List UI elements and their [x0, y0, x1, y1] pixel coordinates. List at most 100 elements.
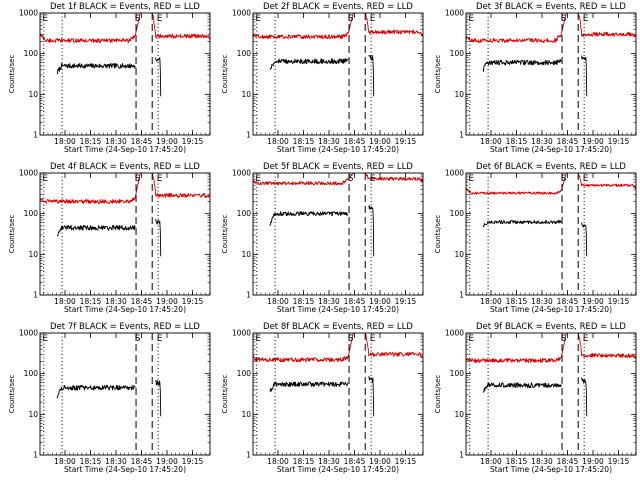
y-tick-label: 1000	[445, 329, 464, 338]
y-tick-label: 1	[459, 131, 464, 140]
x-tick-label: 18:30	[318, 457, 340, 466]
y-tick-label: 1	[33, 131, 38, 140]
marker-flag-label: E	[255, 174, 261, 184]
plot-area	[56, 379, 162, 417]
plot-frame	[465, 172, 637, 296]
x-tick-label: 18:00	[267, 137, 289, 146]
y-tick-label: 100	[24, 49, 39, 58]
plot-frame	[252, 332, 424, 456]
x-tick-label: 18:45	[344, 137, 366, 146]
x-tick-label: 18:15	[80, 297, 102, 306]
marker-flag-label: E	[157, 334, 163, 344]
x-axis-label: Start Time (24-Sep-10 17:45:20)	[64, 305, 186, 314]
series-events-line	[56, 224, 136, 237]
y-tick-label: 100	[450, 369, 465, 378]
y-tick-label: 1000	[19, 9, 38, 18]
y-axis-label: Counts/sec	[434, 215, 442, 254]
plot-frame	[465, 332, 637, 456]
y-tick-label: 1	[459, 451, 464, 460]
marker-flag-label: S	[348, 174, 354, 184]
x-tick-label: 18:15	[506, 457, 528, 466]
marker-flag-label: E	[157, 174, 163, 184]
x-tick-label: 18:45	[557, 297, 579, 306]
chart-panel-6: Det 6f BLACK = Events, RED = LLD 1 10 100 10…	[434, 162, 637, 314]
x-tick-label: 18:00	[480, 297, 502, 306]
x-tick-label: 18:30	[318, 137, 340, 146]
marker-flag-label: S	[135, 14, 141, 24]
series-lld-line	[560, 333, 567, 358]
series-lld-line	[577, 333, 636, 359]
x-tick-label: 19:00	[582, 297, 604, 306]
series-lld-line	[40, 33, 136, 44]
x-axis-label: Start Time (24-Sep-10 17:45:20)	[277, 145, 399, 154]
x-tick-label: 19:00	[156, 137, 178, 146]
series-events-line	[56, 63, 136, 75]
y-tick-label: 100	[237, 49, 252, 58]
marker-flag-label: E	[583, 14, 589, 24]
marker-flag-label: S	[561, 174, 567, 184]
y-tick-label: 100	[237, 369, 252, 378]
x-axis-label: Start Time (24-Sep-10 17:45:20)	[64, 145, 186, 154]
panel-title: Det 8f BLACK = Events, RED = LLD	[263, 322, 413, 332]
x-tick-label: 19:15	[395, 297, 417, 306]
marker-flag-label: E	[157, 14, 163, 24]
series-events-line	[155, 379, 162, 417]
y-tick-label: 10	[454, 90, 464, 99]
y-tick-label: 10	[241, 250, 251, 259]
marker-flag-label: S	[348, 14, 354, 24]
y-tick-label: 1000	[19, 329, 38, 338]
x-axis-label: Start Time (24-Sep-10 17:45:20)	[490, 305, 612, 314]
y-tick-label: 10	[454, 250, 464, 259]
x-tick-label: 19:15	[182, 137, 204, 146]
marker-flag-label: S	[561, 334, 567, 344]
plot-area	[253, 333, 423, 417]
series-events-line	[155, 218, 162, 257]
x-tick-label: 18:15	[506, 297, 528, 306]
y-axis-label: Counts/sec	[221, 375, 229, 414]
y-tick-label: 10	[241, 410, 251, 419]
marker-flag-label: E	[370, 174, 376, 184]
marker-flag-label: E	[583, 334, 589, 344]
x-tick-label: 18:00	[480, 457, 502, 466]
x-tick-label: 18:30	[531, 457, 553, 466]
marker-flag-label: E	[468, 334, 474, 344]
series-events-line	[368, 205, 375, 257]
x-tick-label: 18:30	[318, 297, 340, 306]
plot-area	[253, 13, 423, 97]
x-tick-label: 18:15	[80, 137, 102, 146]
x-tick-label: 18:45	[557, 457, 579, 466]
plot-frame	[39, 332, 211, 456]
y-tick-label: 1	[33, 451, 38, 460]
x-tick-label: 19:00	[582, 457, 604, 466]
plot-area	[466, 13, 636, 97]
series-lld-line	[577, 173, 636, 190]
y-axis-label: Counts/sec	[221, 55, 229, 94]
y-axis-label: Counts/sec	[221, 215, 229, 254]
x-tick-label: 18:15	[80, 457, 102, 466]
series-events-line	[56, 384, 136, 399]
x-tick-label: 18:30	[105, 457, 127, 466]
marker-flag-label: E	[255, 334, 261, 344]
x-tick-label: 18:00	[54, 457, 76, 466]
y-tick-label: 1000	[232, 329, 251, 338]
series-lld-line	[365, 173, 423, 183]
series-events-line	[269, 381, 349, 393]
plot-frame	[39, 172, 211, 296]
x-tick-label: 19:00	[156, 297, 178, 306]
series-lld-line	[151, 13, 210, 40]
series-lld-line	[577, 13, 636, 38]
x-tick-label: 18:45	[344, 297, 366, 306]
plot-frame	[252, 172, 424, 296]
plot-frame	[39, 12, 211, 136]
y-tick-label: 10	[454, 410, 464, 419]
y-tick-label: 100	[450, 209, 465, 218]
marker-flag-label: S	[348, 334, 354, 344]
y-tick-label: 10	[241, 90, 251, 99]
chart-panel-3: Det 3f BLACK = Events, RED = LLD 1 10 100 10…	[434, 2, 637, 154]
x-tick-label: 18:15	[293, 297, 315, 306]
plot-area	[466, 173, 636, 257]
y-tick-label: 100	[237, 209, 252, 218]
marker-flag-label: E	[468, 174, 474, 184]
marker-flag-label: S	[135, 334, 141, 344]
panel-title: Det 4f BLACK = Events, RED = LLD	[50, 162, 200, 172]
